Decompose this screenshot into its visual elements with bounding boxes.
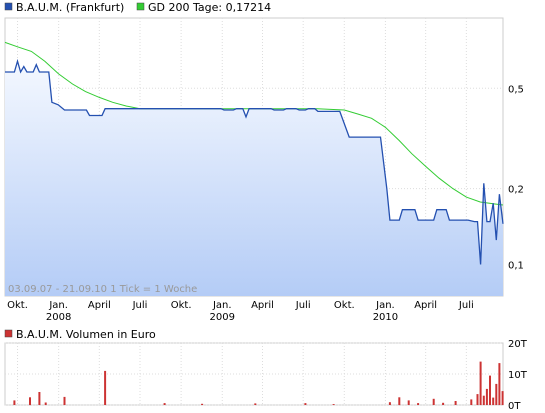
price-area-fill [5, 61, 503, 297]
volume-bars [13, 361, 504, 406]
price-x-axis: Okt. Jan. April Juli Okt. Jan. April Juli Okt. Ja… [7, 300, 474, 323]
volume-legend-label: B.A.U.M. Volumen in Euro [16, 328, 156, 341]
volume-bar [304, 403, 307, 405]
volume-legend: B.A.U.M. Volumen in Euro [4, 328, 156, 341]
volume-bar [454, 401, 457, 405]
volume-bar [432, 398, 435, 405]
volume-legend-swatch [4, 329, 13, 338]
x-tick-label: April [88, 300, 111, 311]
volume-bar [388, 402, 391, 405]
volume-bar [44, 402, 47, 405]
x-year-label: 2010 [373, 312, 398, 323]
x-year-label: 2008 [46, 312, 71, 323]
volume-bar [417, 403, 420, 405]
x-year-label: 2009 [210, 312, 235, 323]
volume-y-tick-label: 0T [508, 401, 521, 412]
volume-plot: 20T 10T 0T [4, 339, 528, 412]
x-tick-label: Okt. [171, 300, 192, 311]
volume-bar [479, 361, 482, 405]
price-line [5, 58, 504, 265]
volume-bar [495, 383, 498, 405]
volume-bar [63, 396, 66, 405]
volume-y-axis: 20T 10T 0T [508, 339, 528, 412]
x-tick-label: Juli [458, 300, 474, 311]
legend: B.A.U.M. (Frankfurt) GD 200 Tage: 0,1721… [4, 1, 271, 14]
y-tick-label: 0,1 [508, 261, 524, 272]
volume-bar [332, 404, 335, 405]
volume-y-tick-label: 20T [508, 339, 528, 350]
legend-label-price: B.A.U.M. (Frankfurt) [16, 1, 124, 14]
y-tick-label: 0,2 [508, 185, 524, 196]
volume-bar [29, 397, 31, 406]
date-range-info: 03.09.07 - 21.09.10 1 Tick = 1 Woche [8, 284, 197, 295]
price-plot: 03.09.07 - 21.09.10 1 Tick = 1 Woche 0,5… [4, 17, 524, 323]
volume-bar [476, 394, 479, 405]
volume-bar [201, 403, 204, 405]
volume-bar [498, 363, 501, 405]
legend-swatch-gd200 [136, 2, 145, 11]
volume-bar [38, 392, 41, 405]
volume-bar [104, 370, 107, 405]
volume-bar [442, 402, 445, 405]
volume-bar [492, 397, 495, 405]
y-tick-label: 0,5 [508, 84, 524, 95]
x-tick-label: Juli [132, 300, 148, 311]
volume-bar [482, 395, 485, 405]
volume-bar [501, 391, 504, 405]
volume-bar [398, 397, 401, 406]
volume-y-tick-label: 10T [508, 370, 528, 381]
volume-bar [470, 399, 473, 405]
volume-grid [5, 342, 503, 406]
x-tick-label: Juli [295, 300, 311, 311]
x-tick-label: April [414, 300, 437, 311]
x-tick-label: Okt. [334, 300, 355, 311]
volume-bar [485, 388, 488, 405]
volume-bar [13, 400, 16, 405]
volume-bar [254, 403, 257, 405]
legend-swatch-price [4, 2, 13, 11]
volume-bar [489, 375, 491, 405]
x-tick-label: Jan. [212, 300, 232, 311]
volume-bar [163, 403, 166, 405]
legend-label-gd200: GD 200 Tage: 0,17214 [148, 1, 271, 14]
x-tick-label: Okt. [7, 300, 28, 311]
x-tick-label: April [251, 300, 274, 311]
x-tick-label: Jan. [375, 300, 395, 311]
volume-bar [407, 400, 410, 405]
price-y-axis: 0,5 0,2 0,1 [508, 84, 524, 271]
x-tick-label: Jan. [48, 300, 68, 311]
